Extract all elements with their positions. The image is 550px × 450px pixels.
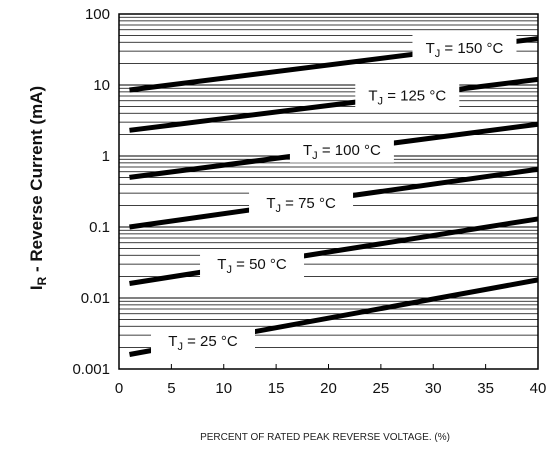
series-label: TJ = 75 °C (266, 195, 336, 215)
series-label-bg (289, 136, 394, 163)
x-tick-label: 5 (167, 380, 175, 397)
y-tick-label: 10 (93, 77, 110, 94)
series-label: TJ = 25 °C (168, 333, 238, 353)
x-tick-label: 15 (268, 380, 285, 397)
x-axis-ticks: 0 5 10 15 20 25 30 35 40 (115, 364, 547, 397)
y-tick-label: 0.001 (72, 361, 110, 378)
series-label-bg (200, 251, 305, 278)
series-label-bg (412, 34, 517, 61)
x-tick-label: 35 (477, 380, 494, 397)
series-label-bg (355, 82, 460, 109)
series-line (129, 216, 539, 286)
series-label-bg (151, 328, 256, 355)
series-line (129, 76, 539, 133)
y-tick-label: 1 (102, 148, 110, 165)
x-tick-label: 10 (215, 380, 232, 397)
x-tick-label: 20 (320, 380, 337, 397)
x-tick-label: 40 (530, 380, 547, 397)
series-label: TJ = 150 °C (426, 40, 504, 60)
series-labels: TJ = 150 °C TJ = 125 °C TJ = 100 °C TJ = 75… (151, 34, 517, 355)
y-tick-label: 0.01 (81, 290, 110, 307)
x-axis-label: PERCENT OF RATED PEAK REVERSE VOLTAGE. (… (200, 432, 450, 443)
series-label: TJ = 50 °C (217, 256, 287, 276)
y-tick-label: 0.1 (89, 219, 110, 236)
series-label-bg (249, 189, 354, 216)
series-label: TJ = 125 °C (368, 88, 446, 108)
x-tick-label: 0 (115, 380, 123, 397)
x-tick-label: 30 (425, 380, 442, 397)
y-axis-ticks: 0.001 0.01 0.1 1 10 100 (72, 6, 110, 378)
y-axis-label: IR - Reverse Current (mA) (27, 86, 49, 290)
series-label: TJ = 100 °C (303, 142, 381, 162)
x-tick-label: 25 (373, 380, 390, 397)
y-tick-label: 100 (85, 6, 110, 23)
